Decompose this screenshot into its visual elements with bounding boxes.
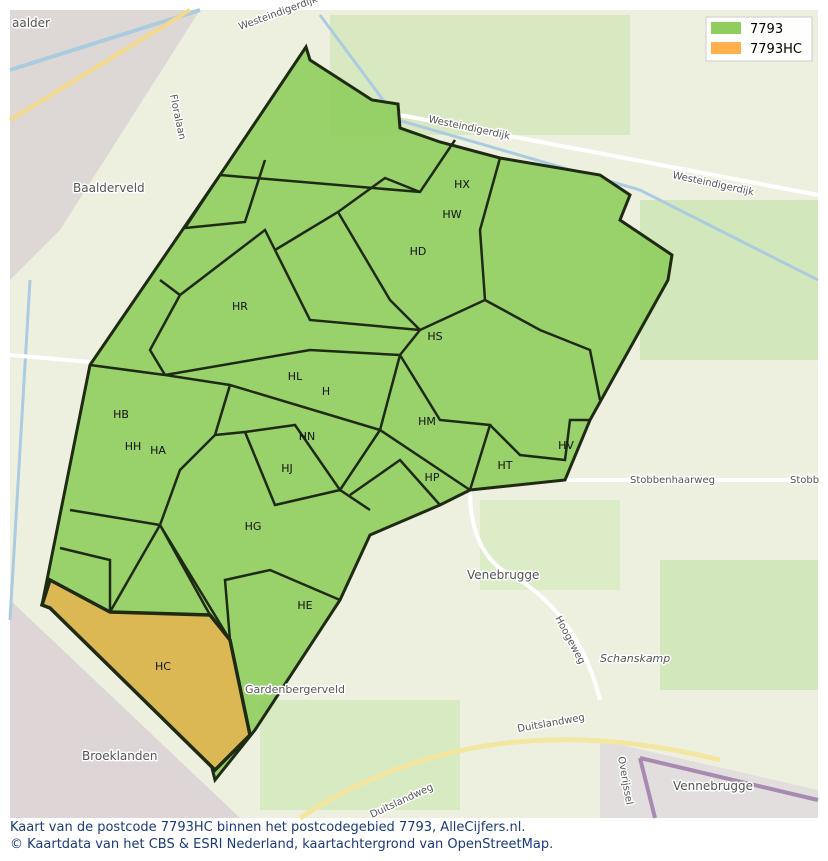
region-label: HW <box>442 208 461 221</box>
region-label: HN <box>299 430 316 443</box>
region-label: HV <box>558 439 574 452</box>
region-label: HH <box>125 440 142 453</box>
legend: 7793 7793HC <box>705 16 813 62</box>
region-label: HM <box>418 415 436 428</box>
region-label: HB <box>113 408 129 421</box>
region-label: HP <box>425 471 440 484</box>
legend-label: 7793 <box>750 22 783 37</box>
place-label: Schanskamp <box>600 652 670 665</box>
region-label: HD <box>410 245 427 258</box>
place-label: Gardenbergerveld <box>245 683 345 696</box>
region-label: HT <box>498 459 513 472</box>
caption: © Kaartdata van het CBS & ESRI Nederland… <box>10 837 553 852</box>
region-label: HL <box>288 370 303 383</box>
place-label: Baalderveld <box>73 181 145 195</box>
legend-swatch <box>711 22 741 34</box>
place-label: Vennebrugge <box>673 779 753 793</box>
region-label: HS <box>427 330 442 343</box>
place-label: Venebrugge <box>467 568 539 582</box>
region-hc <box>39 577 252 773</box>
region-labels: HX HW HD HR HS HL H HB HH HA HN HM HJ HP… <box>113 178 574 673</box>
region-label: HC <box>155 660 171 673</box>
place-label: Broeklanden <box>82 749 157 763</box>
place-label: aalder <box>12 16 50 30</box>
legend-swatch <box>711 42 741 54</box>
region-label: HR <box>232 300 248 313</box>
region-label: HJ <box>281 462 293 475</box>
region-label: HE <box>297 599 312 612</box>
region-boundary <box>59 139 602 641</box>
street-label: Stobb <box>790 475 819 486</box>
caption: Kaart van de postcode 7793HC binnen het … <box>10 820 526 835</box>
region-label: HA <box>150 444 166 457</box>
street-label: Stobbenhaarweg <box>630 475 715 486</box>
regions <box>39 43 674 784</box>
region-label: HG <box>245 520 262 533</box>
legend-label: 7793HC <box>750 42 802 57</box>
region-label: H <box>322 385 330 398</box>
region-label: HX <box>454 178 470 191</box>
